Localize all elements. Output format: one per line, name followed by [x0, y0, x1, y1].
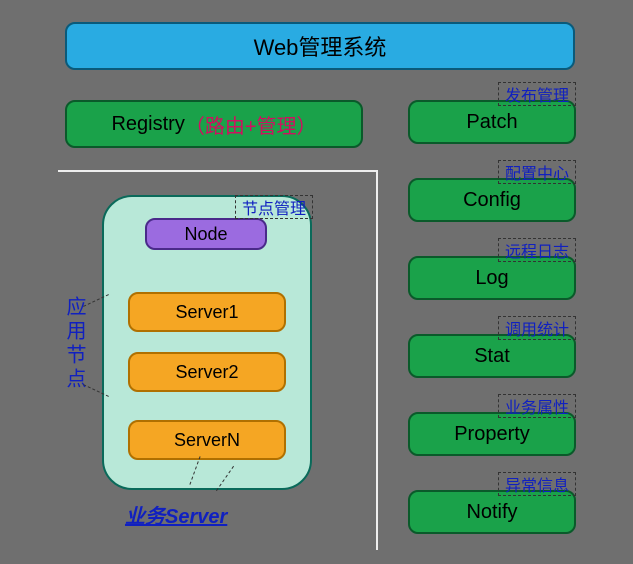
right-label-notify: Notify: [466, 501, 517, 524]
app-node-label: 应用节点: [60, 296, 89, 392]
node-box: Node: [145, 218, 267, 250]
right-box-patch: Patch: [408, 100, 576, 144]
right-box-log: Log: [408, 256, 576, 300]
right-box-notify: Notify: [408, 490, 576, 534]
node-tag-label: 节点管理: [242, 195, 306, 219]
right-tag-property: 业务属性: [498, 394, 576, 418]
right-tag-label-property: 业务属性: [505, 394, 569, 418]
right-label-log: Log: [475, 267, 508, 290]
right-tag-patch: 发布管理: [498, 82, 576, 106]
right-tag-label-stat: 调用统计: [505, 316, 569, 340]
server-label-1: Server2: [175, 362, 238, 383]
registry-box: Registry （路由+管理）: [65, 100, 363, 148]
right-label-stat: Stat: [474, 345, 510, 368]
biz-server-label: 业务Server: [125, 500, 227, 529]
right-box-stat: Stat: [408, 334, 576, 378]
server-label-0: Server1: [175, 302, 238, 323]
web-admin-label: Web管理系统: [254, 30, 387, 62]
right-label-config: Config: [463, 189, 521, 212]
right-box-config: Config: [408, 178, 576, 222]
server-label-2: ServerN: [174, 430, 240, 451]
right-label-patch: Patch: [466, 111, 517, 134]
server-box-1: Server2: [128, 352, 286, 392]
right-label-property: Property: [454, 423, 530, 446]
right-tag-log: 远程日志: [498, 238, 576, 262]
right-tag-label-log: 远程日志: [505, 238, 569, 262]
right-tag-label-patch: 发布管理: [505, 82, 569, 106]
right-tag-stat: 调用统计: [498, 316, 576, 340]
registry-label-main: Registry: [111, 113, 184, 136]
web-admin-banner: Web管理系统: [65, 22, 575, 70]
right-box-property: Property: [408, 412, 576, 456]
registry-label-paren: （路由+管理）: [185, 110, 317, 139]
server-box-2: ServerN: [128, 420, 286, 460]
right-tag-label-config: 配置中心: [505, 160, 569, 184]
node-tag-box: 节点管理: [235, 195, 313, 219]
right-tag-notify: 异常信息: [498, 472, 576, 496]
right-tag-label-notify: 异常信息: [505, 472, 569, 496]
node-label: Node: [184, 224, 227, 245]
server-box-0: Server1: [128, 292, 286, 332]
right-tag-config: 配置中心: [498, 160, 576, 184]
